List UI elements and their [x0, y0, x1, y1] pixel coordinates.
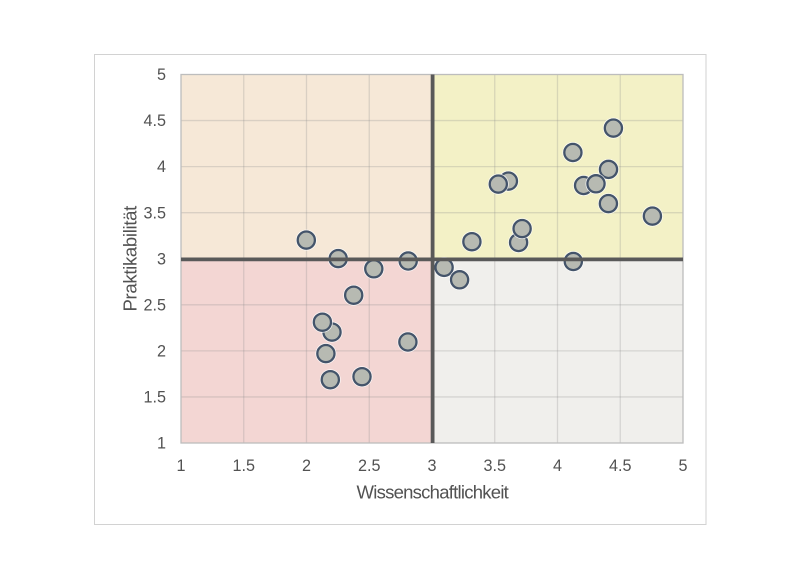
svg-text:2.5: 2.5 [143, 296, 166, 314]
svg-text:1: 1 [176, 457, 185, 475]
svg-text:2: 2 [302, 457, 311, 475]
svg-text:3.5: 3.5 [143, 204, 166, 222]
svg-text:3: 3 [157, 250, 166, 268]
svg-text:4.5: 4.5 [143, 112, 166, 130]
svg-text:5: 5 [678, 457, 687, 475]
svg-text:1.5: 1.5 [232, 457, 255, 475]
svg-text:4: 4 [553, 457, 562, 475]
svg-text:2: 2 [157, 343, 166, 361]
svg-text:2.5: 2.5 [358, 457, 381, 475]
svg-text:3: 3 [427, 457, 436, 475]
svg-text:4.5: 4.5 [609, 457, 632, 475]
svg-text:5: 5 [157, 66, 166, 84]
svg-text:1: 1 [157, 435, 166, 453]
svg-text:Wissenschaftlichkeit: Wissenschaftlichkeit [357, 482, 509, 503]
svg-text:1.5: 1.5 [143, 389, 166, 407]
svg-text:Praktikabilität: Praktikabilität [120, 206, 141, 312]
svg-text:3.5: 3.5 [483, 457, 506, 475]
svg-text:4: 4 [157, 158, 166, 176]
